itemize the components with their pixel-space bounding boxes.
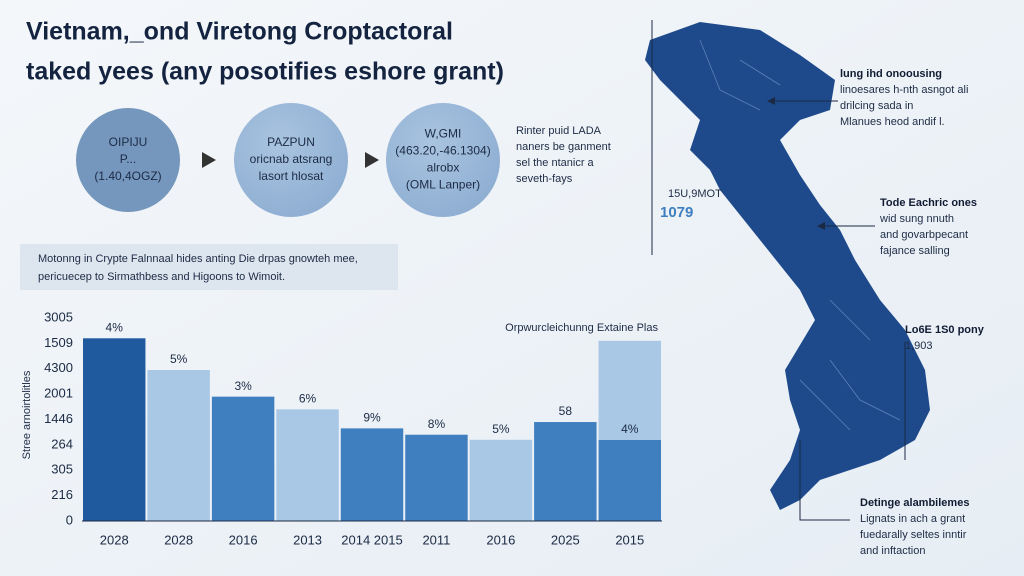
circle-text: W,GMI — [425, 127, 462, 141]
leader-line — [799, 440, 850, 521]
y-tick-label: 264 — [51, 436, 73, 451]
circle-text: PAZPUN — [267, 135, 315, 149]
map-note: fuedarally seltes inntir — [860, 529, 967, 541]
map-note: linoesares h-nth asngot ali — [840, 84, 968, 96]
circle-text: P... — [120, 152, 136, 166]
bar-label: 8% — [428, 417, 446, 431]
bar — [598, 340, 661, 440]
bar-label: 5% — [170, 352, 188, 366]
bar — [598, 439, 661, 521]
map-note: Lignats in ach a grant — [860, 513, 965, 525]
bar — [405, 434, 468, 521]
circle-text: oricnab atsrang — [250, 152, 333, 166]
circle-text: lasort hlosat — [259, 169, 324, 183]
flow-arrow — [202, 152, 216, 168]
title-line: Vietnam,_ond Viretong Croptactoral — [26, 18, 453, 46]
map-note: lung ihd onoousing — [840, 68, 942, 80]
y-tick-label: 305 — [51, 462, 73, 477]
x-tick-label: 2013 — [293, 532, 322, 547]
circle-text: alrobx — [427, 161, 460, 175]
bar — [276, 409, 339, 521]
bar-label: 5% — [492, 422, 510, 436]
flow-circle — [76, 108, 180, 212]
side-note: naners be ganment — [516, 141, 611, 153]
flow-circle — [234, 103, 348, 217]
circle-text: (1.40,4OGZ) — [94, 169, 161, 183]
x-tick-label: 2028 — [100, 532, 129, 547]
map-note: Mlanues heod andif l. — [840, 116, 945, 128]
bar — [83, 338, 146, 521]
bar — [340, 428, 404, 521]
y-tick-label: 1446 — [44, 411, 73, 426]
chart-legend-text: Orpwurcleichunng Extaine Plas — [505, 322, 658, 334]
title-line: taked yees (any posotifies eshore grant) — [26, 58, 504, 86]
bar — [147, 370, 210, 521]
circle-text: OIPIJU — [109, 135, 148, 149]
map-note: wid sung nnuth — [879, 213, 954, 225]
map-note: and govarbpecant — [880, 229, 968, 241]
x-tick-label: 2014 2015 — [341, 532, 402, 547]
side-note: sel the ntanicr a — [516, 157, 595, 169]
bar-label: 3% — [234, 379, 252, 393]
y-axis-label: Stree arnoirtolitles — [21, 370, 33, 459]
map-borders — [699, 39, 901, 431]
y-tick-label: 0 — [66, 512, 73, 527]
circle-text: (463.20,-46.1304) — [395, 144, 490, 158]
y-tick-label: 3005 — [44, 309, 73, 324]
y-tick-label: 1509 — [44, 335, 73, 350]
bar-label: 4% — [621, 422, 639, 436]
x-tick-label: 2025 — [551, 532, 580, 547]
side-note: seveth-fays — [516, 173, 573, 185]
bar-label: 4% — [106, 320, 124, 334]
y-tick-label: 216 — [51, 487, 73, 502]
banner — [20, 244, 398, 290]
map-note: drilcing sada in — [840, 100, 913, 112]
bar — [469, 439, 533, 521]
map-note: 1,903 — [905, 340, 933, 352]
banner-text: Motonng in Crypte Falnnaal hides anting … — [38, 253, 358, 265]
map-note: Lo6E 1S0 pony — [905, 324, 985, 336]
y-tick-label: 2001 — [44, 386, 73, 401]
x-tick-label: 2028 — [164, 532, 193, 547]
map-note: fajance salling — [880, 245, 950, 257]
flow-arrow — [365, 152, 379, 168]
circle-text: (OML Lanper) — [406, 178, 480, 192]
bar-label: 58 — [559, 404, 573, 418]
map-label: 1079 — [660, 204, 693, 221]
x-tick-label: 2016 — [229, 532, 258, 547]
y-tick-label: 4300 — [44, 360, 73, 375]
x-tick-label: 2011 — [422, 532, 450, 547]
bar — [211, 396, 275, 521]
side-note: Rinter puid LADA — [516, 125, 602, 137]
map-label: 15U,9MOT — [668, 188, 722, 200]
map-note: and inftaction — [860, 545, 925, 557]
bar-label: 6% — [299, 392, 317, 406]
bar-label: 9% — [363, 411, 381, 425]
bar — [534, 422, 597, 521]
x-tick-label: 2016 — [486, 532, 515, 547]
flow-circle — [386, 103, 500, 217]
vietnam-map — [645, 22, 930, 510]
x-tick-label: 2015 — [615, 532, 644, 547]
banner-text: pericuecep to Sirmathbess and Higoons to… — [38, 271, 285, 283]
map-note: Detinge alambilemes — [860, 497, 969, 509]
map-note: Tode Eachric ones — [880, 197, 977, 209]
